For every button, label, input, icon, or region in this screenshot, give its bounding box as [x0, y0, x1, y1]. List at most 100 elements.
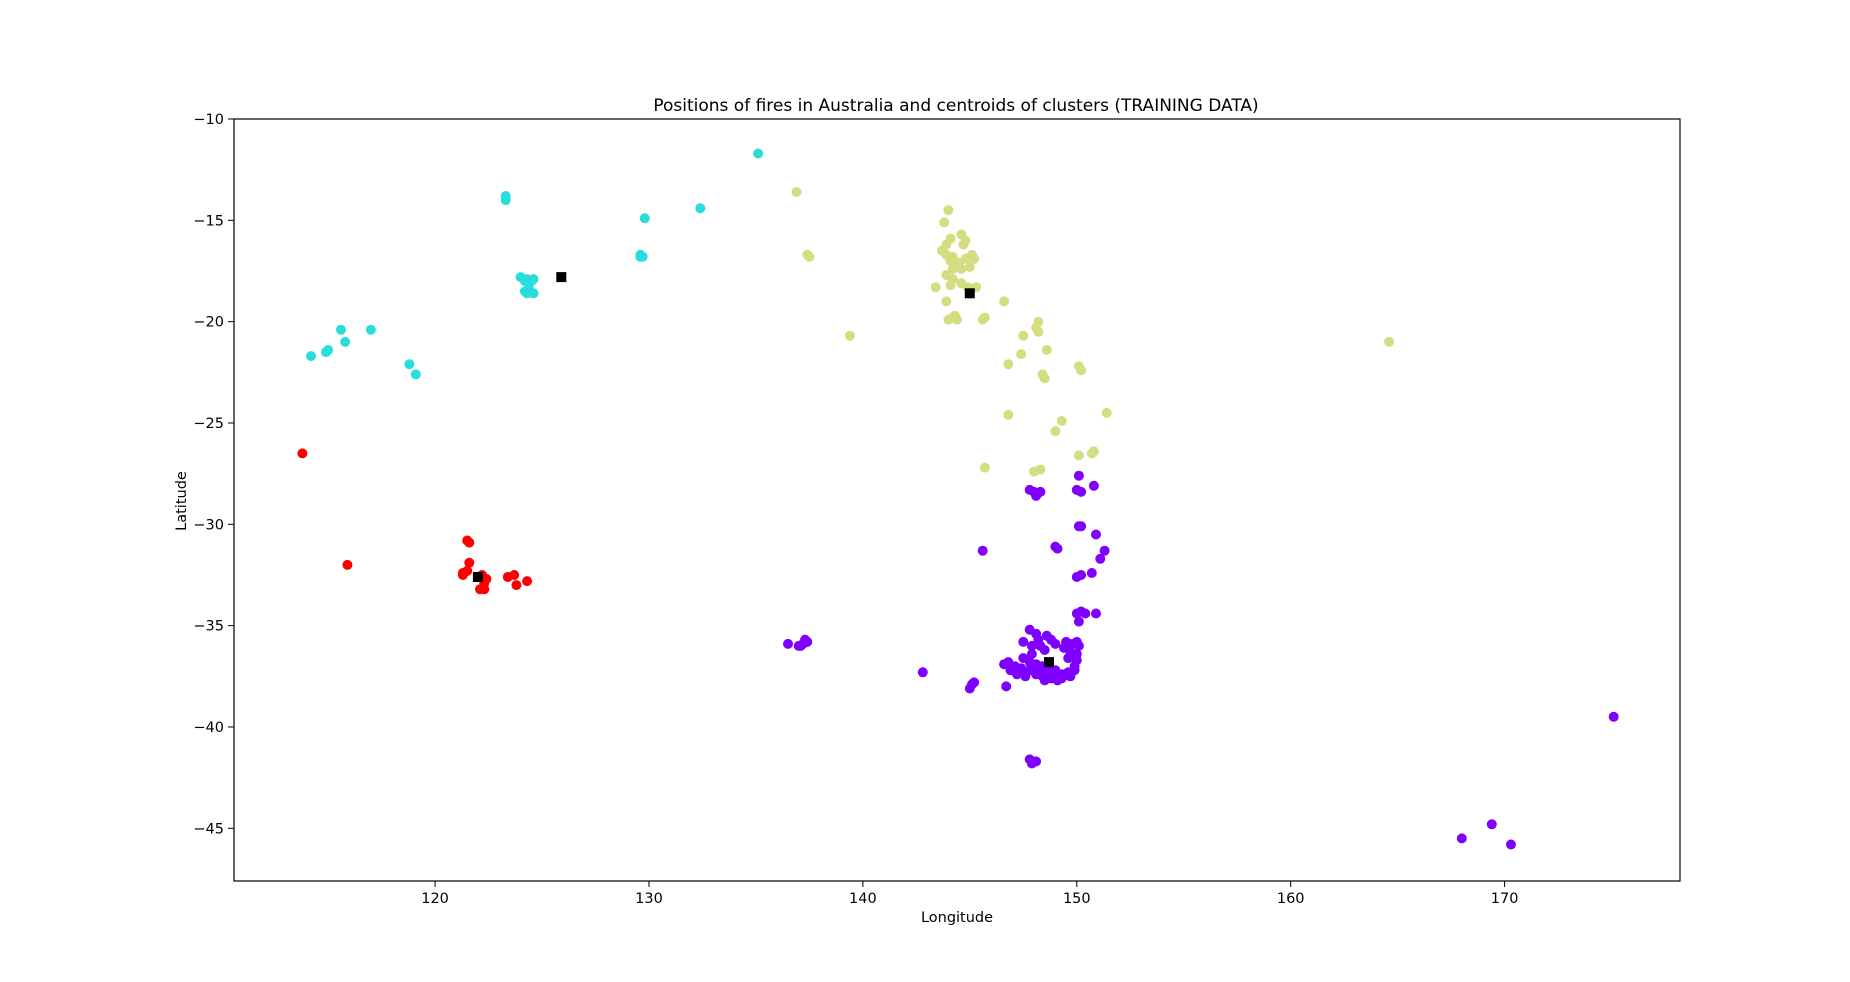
scatter-point-cluster-1-5: [695, 203, 706, 214]
y-tick-label-4: −25: [193, 416, 224, 432]
scatter-point-cluster-2-42: [1041, 345, 1052, 355]
y-axis-ticks: −10 −15 −20 −25 −30 −35 −40 −45: [193, 112, 234, 837]
scatter-point-cluster-4-19: [1086, 568, 1097, 578]
scatter-point-cluster-2-41: [1018, 330, 1029, 341]
scatter-point-cluster-1-23: [306, 351, 316, 362]
scatter-point-cluster-4-68: [1039, 675, 1050, 686]
scatter-point-cluster-4-18: [1076, 570, 1087, 580]
y-tick-label-8: −45: [193, 821, 224, 837]
scatter-point-cluster-4-13: [1052, 543, 1063, 554]
scatter-point-cluster-2-56: [1086, 448, 1097, 459]
scatter-point-cluster-4-73: [1026, 661, 1037, 672]
scatter-point-cluster-4-77: [967, 679, 977, 690]
x-tick-label-4: 150: [1063, 891, 1091, 907]
scatter-point-cluster-2-4: [943, 205, 954, 216]
scatter-point-cluster-4-1: [1073, 470, 1084, 481]
scatter-point-cluster-2-51: [1003, 409, 1014, 420]
scatter-point-cluster-2-30: [941, 296, 952, 307]
scatter-point-cluster-3-8: [462, 565, 473, 576]
centroid-marker-2: [964, 288, 975, 299]
scatter-point-cluster-2-48: [1076, 365, 1087, 376]
scatter-point-cluster-1-18: [336, 324, 346, 335]
scatter-point-cluster-4-22: [1080, 608, 1091, 619]
scatter-point-cluster-4-64: [999, 659, 1010, 670]
scatter-point-cluster-4-88: [1608, 711, 1619, 722]
scatter-point-cluster-1-4: [639, 213, 650, 224]
scatter-point-cluster-1-8: [635, 251, 646, 262]
scatter-point-cluster-2-21: [947, 264, 958, 274]
scatter-point-cluster-4-2: [1088, 480, 1099, 491]
centroid-marker-1: [556, 272, 567, 283]
y-tick-label-5: −30: [193, 517, 224, 533]
x-tick-label-2: 130: [635, 891, 663, 907]
y-axis-label: Latitude: [174, 471, 190, 531]
scatter-point-cluster-4-90: [1456, 833, 1467, 844]
scatter-point-cluster-2-1: [791, 187, 802, 197]
scatter-point-cluster-4-14: [1099, 545, 1110, 556]
scatter-point-cluster-3-4: [464, 537, 475, 548]
scatter-point-cluster-2-49: [845, 330, 855, 341]
scatter-point-cluster-4-38: [1073, 640, 1084, 651]
scatter-point-cluster-2-18: [969, 253, 980, 264]
scatter-point-cluster-2-29: [930, 282, 941, 293]
scatter-point-cluster-4-32: [1026, 640, 1037, 651]
scatter-point-cluster-3-2: [342, 559, 353, 570]
scatter-point-cluster-2-52: [1101, 407, 1112, 418]
centroid-marker-3: [472, 572, 483, 582]
x-tick-label-3: 140: [849, 891, 877, 907]
x-tick-label-6: 170: [1491, 891, 1519, 907]
scatter-point-cluster-4-23: [1091, 608, 1101, 619]
x-tick-label-1: 120: [421, 891, 449, 907]
scatter-point-cluster-2-36: [977, 314, 988, 325]
x-tick-label-5: 160: [1277, 891, 1305, 907]
scatter-point-cluster-2-53: [1056, 416, 1067, 426]
scatter-point-cluster-2-3: [804, 251, 815, 262]
scatter-point-cluster-2-37: [999, 296, 1010, 307]
scatter-point-cluster-1-17: [522, 288, 533, 299]
scatter-point-cluster-2-58: [979, 462, 990, 473]
scatter-point-cluster-4-89: [1486, 819, 1497, 830]
scatter-point-cluster-3-16: [511, 580, 522, 591]
scatter-point-cluster-1-20: [340, 336, 351, 347]
scatter-point-cluster-2-40: [1033, 326, 1044, 337]
scatter-point-cluster-4-84: [795, 640, 806, 651]
scatter-point-cluster-2-20: [956, 264, 967, 274]
scatter-point-cluster-2-54: [1050, 426, 1061, 437]
x-axis-label: Longitude: [921, 910, 993, 926]
scatter-point-cluster-4-55: [1065, 671, 1076, 682]
chart-title: Positions of fires in Australia and cent…: [653, 96, 1258, 116]
scatter-point-cluster-1-3: [500, 195, 511, 206]
scatter-point-cluster-1-22: [321, 347, 331, 358]
scatter-point-cluster-4-66: [1011, 669, 1022, 680]
x-axis-ticks: 120 130 140 150 160 170: [421, 881, 1518, 907]
scatter-point-cluster-2-57: [1073, 450, 1084, 461]
scatter-point-cluster-1-13: [519, 276, 530, 287]
y-tick-label-3: −20: [193, 315, 224, 331]
scatter-point-cluster-4-79: [783, 638, 793, 649]
scatter-point-cluster-4-6: [1031, 490, 1042, 501]
axes-frame: [233, 118, 1681, 882]
scatter-point-cluster-2-46: [1039, 373, 1050, 384]
scatter-point-cluster-2-44: [1003, 359, 1014, 370]
scatter-point-cluster-2-19: [964, 261, 975, 272]
scatter-point-cluster-4-10: [1076, 521, 1087, 532]
scatter-point-cluster-2-5: [939, 217, 950, 228]
scatter-point-cluster-2-14: [945, 255, 956, 266]
scatter-point-cluster-2-10: [958, 239, 969, 250]
scatter-point-cluster-2-24: [945, 280, 956, 291]
scatter-point-cluster-4-91: [1506, 839, 1516, 850]
scatter-point-cluster-3-13: [479, 584, 490, 595]
scatter-point-cluster-4-16: [977, 545, 988, 556]
scatter-point-cluster-3-17: [522, 576, 533, 587]
scatter-point-cluster-4-31: [1018, 636, 1029, 647]
y-tick-label-2: −15: [193, 213, 224, 229]
plot-area: [297, 148, 1619, 850]
y-tick-label-7: −40: [193, 720, 224, 736]
scatter-point-cluster-4-15: [1095, 553, 1106, 564]
scatter-point-cluster-1-12: [528, 274, 539, 285]
scatter-point-cluster-1-1: [753, 148, 764, 159]
scatter-point-cluster-4-45: [1026, 649, 1037, 659]
scatter-point-cluster-2-43: [1016, 349, 1027, 360]
scatter-point-cluster-4-34: [1039, 645, 1050, 655]
